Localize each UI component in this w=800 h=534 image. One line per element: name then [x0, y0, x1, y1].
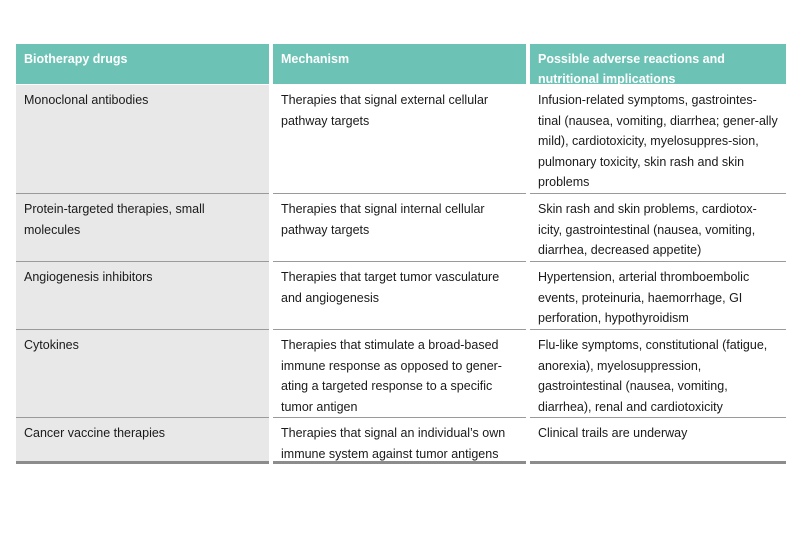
cell-reactions: Clinical trails are underway: [530, 418, 786, 464]
cell-reactions: Hypertension, arterial thromboembolic ev…: [530, 262, 786, 330]
biotherapy-table: Biotherapy drugs Mechanism Possible adve…: [16, 44, 786, 464]
cell-mechanism: Therapies that signal external cellular …: [273, 85, 526, 194]
header-biotherapy-drugs: Biotherapy drugs: [16, 44, 269, 84]
cell-mechanism: Therapies that stimulate a broad-based i…: [273, 330, 526, 418]
cell-reactions: Skin rash and skin problems, cardiotox-i…: [530, 194, 786, 262]
cell-reactions: Flu-like symptoms, constitutional (fatig…: [530, 330, 786, 418]
header-adverse-reactions: Possible adverse reactions and nutrition…: [530, 44, 786, 86]
cell-reactions: Infusion-related symptoms, gastrointes-t…: [530, 85, 786, 194]
cell-drug: Cytokines: [16, 330, 269, 418]
cell-mechanism: Therapies that target tumor vasculature …: [273, 262, 526, 330]
cell-mechanism: Therapies that signal an individual’s ow…: [273, 418, 526, 464]
cell-drug: Angiogenesis inhibitors: [16, 262, 269, 330]
header-mechanism: Mechanism: [273, 44, 526, 84]
cell-drug: Monoclonal antibodies: [16, 85, 269, 194]
cell-drug: Protein-targeted therapies, small molecu…: [16, 194, 269, 262]
cell-drug: Cancer vaccine therapies: [16, 418, 269, 464]
cell-mechanism: Therapies that signal internal cellular …: [273, 194, 526, 262]
